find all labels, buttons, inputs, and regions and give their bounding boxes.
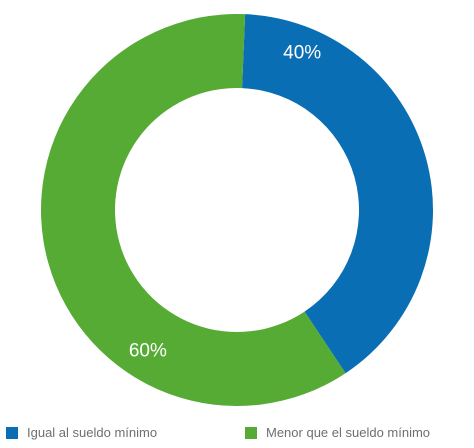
slice-label-menor: 60% [129,341,167,362]
donut-slice-igual[interactable] [242,14,433,374]
legend-item-igual[interactable]: Igual al sueldo mínimo [6,425,157,440]
donut-svg: 40% 60% [40,13,433,407]
legend-swatch-menor [245,426,257,439]
slice-label-igual: 40% [283,42,321,63]
legend-swatch-igual [6,426,18,439]
donut-slice-menor[interactable] [40,13,346,407]
legend-label-menor: Menor que el sueldo mínimo [266,425,431,440]
legend: Igual al sueldo mínimo Menor que el suel… [0,425,474,445]
legend-item-menor[interactable]: Menor que el sueldo mínimo [245,425,430,440]
legend-label-igual: Igual al sueldo mínimo [27,425,158,440]
